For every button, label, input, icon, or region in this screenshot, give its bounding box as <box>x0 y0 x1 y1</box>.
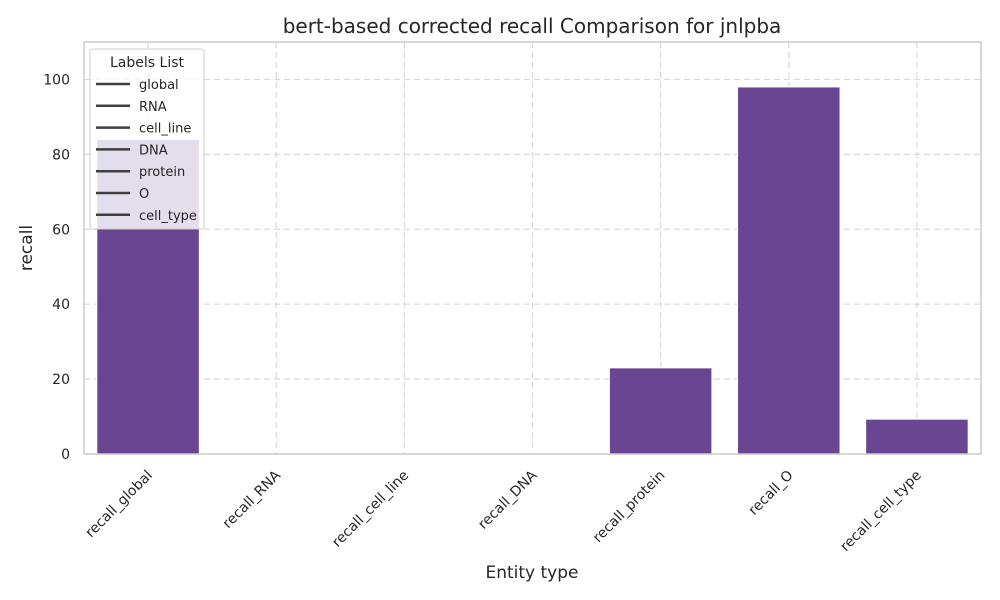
bars-layer <box>96 86 969 455</box>
y-tick-label: 20 <box>52 372 70 388</box>
x-tick-label: recall_cell_type <box>837 468 924 555</box>
plot-frame <box>83 41 982 455</box>
grid-layer <box>84 42 981 455</box>
legend-label-cell-line: cell_line <box>139 122 191 137</box>
chart-title: bert-based corrected recall Comparison f… <box>283 14 782 38</box>
legend-label-cell-type: cell_type <box>139 209 197 224</box>
y-tick-label: 40 <box>52 297 70 313</box>
x-tick-label: recall_cell_line <box>329 468 412 551</box>
y-tick-label: 100 <box>43 72 70 88</box>
bar-recall-protein <box>608 367 713 455</box>
x-tick-label: recall_protein <box>590 468 668 546</box>
x-tick-label: recall_RNA <box>220 467 285 532</box>
y-tick-label: 0 <box>61 447 70 463</box>
legend-label-O: O <box>139 187 149 202</box>
legend-label-RNA: RNA <box>139 100 167 115</box>
legend-label-protein: protein <box>139 165 185 180</box>
legend-box <box>89 48 205 230</box>
x-tick-label: recall_global <box>82 468 155 541</box>
y-tick-label: 80 <box>52 147 70 163</box>
legend-label-global: global <box>139 78 179 93</box>
legend: Labels List global RNA cell_line DNA protein… <box>89 48 205 230</box>
y-tick-label: 60 <box>52 222 70 238</box>
legend-title: Labels List <box>110 55 184 71</box>
y-axis-label: recall <box>17 225 37 271</box>
x-ticks: recall_global recall_RNA recall_cell_line r… <box>82 467 924 555</box>
bar-recall-cell-type <box>865 418 969 455</box>
x-tick-label: recall_DNA <box>475 467 540 532</box>
y-ticks: 0 20 40 60 80 100 <box>43 72 70 463</box>
legend-label-DNA: DNA <box>139 143 168 158</box>
x-tick-label: recall_O <box>746 468 797 519</box>
bar-recall-O <box>737 86 841 455</box>
x-axis-label: Entity type <box>485 563 578 583</box>
